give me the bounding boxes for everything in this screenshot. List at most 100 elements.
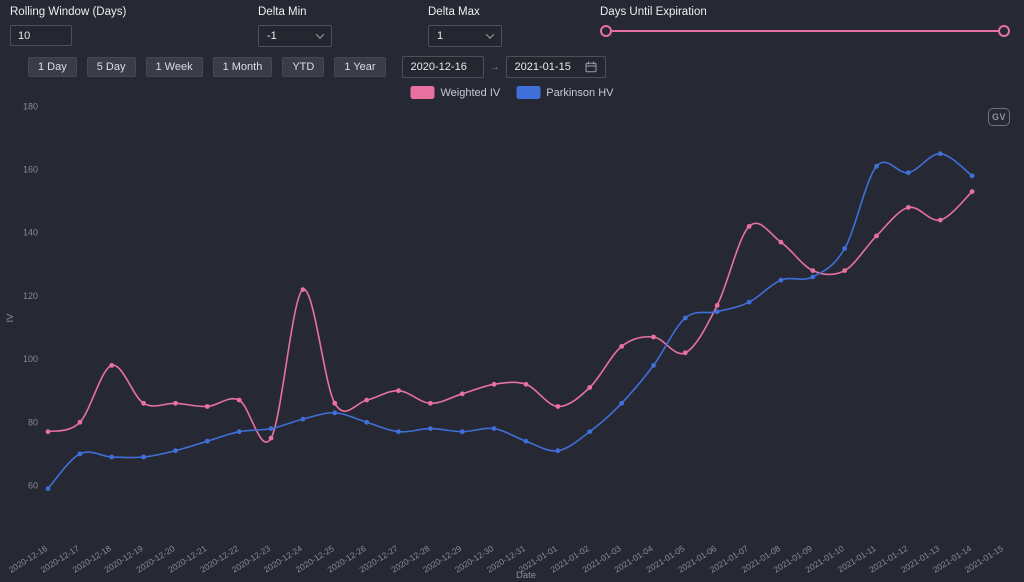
data-point[interactable] bbox=[587, 429, 593, 435]
data-point[interactable] bbox=[619, 344, 624, 349]
legend-label: Parkinson HV bbox=[546, 86, 614, 99]
legend-item-weighted-iv[interactable]: Weighted IV bbox=[410, 86, 501, 99]
data-point[interactable] bbox=[236, 429, 242, 435]
data-point[interactable] bbox=[300, 416, 306, 422]
data-point[interactable] bbox=[969, 173, 975, 179]
rolling-window-label: Rolling Window (Days) bbox=[10, 6, 127, 18]
data-point[interactable] bbox=[77, 451, 83, 457]
data-point[interactable] bbox=[651, 363, 656, 368]
data-point[interactable] bbox=[141, 454, 147, 460]
delta-min-value: -1 bbox=[267, 30, 277, 42]
data-point[interactable] bbox=[428, 426, 433, 431]
start-date-input[interactable] bbox=[410, 61, 475, 73]
data-point[interactable] bbox=[682, 350, 688, 356]
data-point[interactable] bbox=[396, 388, 401, 394]
end-date-box[interactable] bbox=[505, 56, 606, 78]
delta-min-label: Delta Min bbox=[258, 6, 307, 18]
data-point[interactable] bbox=[364, 419, 370, 425]
data-point[interactable] bbox=[682, 315, 688, 321]
legend-item-parkinson-hv[interactable]: Parkinson HV bbox=[516, 86, 614, 99]
data-point[interactable] bbox=[459, 391, 465, 397]
data-point[interactable] bbox=[236, 397, 242, 403]
delta-min-select[interactable]: -1 bbox=[258, 25, 332, 47]
range-button-1-day[interactable]: 1 Day bbox=[28, 57, 77, 77]
days-until-expiration-slider[interactable] bbox=[600, 25, 1010, 37]
data-point[interactable] bbox=[268, 426, 274, 431]
data-point[interactable] bbox=[491, 426, 497, 431]
calendar-icon[interactable] bbox=[585, 61, 597, 73]
data-point[interactable] bbox=[396, 429, 401, 435]
range-button-1-year[interactable]: 1 Year bbox=[334, 57, 386, 77]
data-point[interactable] bbox=[810, 274, 816, 280]
gv-logo-icon: GV bbox=[988, 108, 1010, 126]
slider-handle-max[interactable] bbox=[998, 25, 1010, 37]
data-point[interactable] bbox=[77, 419, 83, 425]
start-date-box[interactable] bbox=[401, 56, 484, 78]
data-point[interactable] bbox=[268, 435, 274, 441]
range-button-5-day[interactable]: 5 Day bbox=[86, 57, 136, 77]
data-point[interactable] bbox=[45, 429, 51, 435]
rolling-window-control: Rolling Window (Days) bbox=[10, 6, 126, 46]
data-point[interactable] bbox=[109, 454, 115, 460]
data-point[interactable] bbox=[141, 400, 147, 406]
delta-max-value: 1 bbox=[437, 30, 444, 42]
data-point[interactable] bbox=[173, 448, 178, 454]
data-point[interactable] bbox=[937, 217, 943, 223]
series-weighted-iv[interactable] bbox=[45, 189, 975, 443]
data-point[interactable] bbox=[332, 410, 338, 416]
y-tick-label: 100 bbox=[23, 354, 38, 364]
data-point[interactable] bbox=[459, 429, 465, 435]
data-point[interactable] bbox=[651, 334, 656, 340]
data-point[interactable] bbox=[714, 303, 720, 308]
data-point[interactable] bbox=[746, 299, 752, 305]
rolling-window-input[interactable] bbox=[10, 25, 72, 46]
data-point[interactable] bbox=[874, 163, 879, 169]
data-point[interactable] bbox=[969, 189, 975, 194]
slider-track bbox=[605, 30, 1005, 32]
series-line bbox=[47, 152, 973, 490]
data-point[interactable] bbox=[619, 400, 624, 406]
x-axis-label: Date bbox=[516, 570, 536, 581]
data-point[interactable] bbox=[523, 381, 529, 387]
data-point[interactable] bbox=[842, 268, 848, 273]
data-point[interactable] bbox=[778, 239, 784, 245]
data-point[interactable] bbox=[906, 205, 911, 210]
range-button-1-month[interactable]: 1 Month bbox=[212, 57, 273, 77]
data-point[interactable] bbox=[109, 363, 115, 368]
data-point[interactable] bbox=[300, 287, 306, 292]
date-range-arrow-icon: → bbox=[489, 61, 500, 73]
data-point[interactable] bbox=[45, 486, 51, 491]
data-point[interactable] bbox=[937, 151, 943, 157]
range-button-1-week[interactable]: 1 Week bbox=[145, 57, 203, 77]
data-point[interactable] bbox=[364, 397, 370, 403]
data-point[interactable] bbox=[587, 385, 593, 390]
data-point[interactable] bbox=[523, 438, 529, 444]
data-point[interactable] bbox=[746, 224, 752, 229]
iv-line-chart[interactable]: 6080100120140160180IV2020-12-162020-12-1… bbox=[0, 84, 1024, 582]
y-tick-label: 180 bbox=[23, 101, 38, 111]
chevron-down-icon bbox=[485, 30, 495, 39]
data-point[interactable] bbox=[204, 404, 210, 409]
data-point[interactable] bbox=[778, 277, 784, 283]
data-point[interactable] bbox=[332, 400, 338, 406]
data-point[interactable] bbox=[874, 233, 879, 239]
data-point[interactable] bbox=[906, 170, 911, 176]
range-button-ytd[interactable]: YTD bbox=[282, 57, 325, 77]
data-point[interactable] bbox=[204, 438, 210, 444]
delta-max-select[interactable]: 1 bbox=[428, 25, 502, 47]
delta-max-label: Delta Max bbox=[428, 6, 480, 18]
legend-label: Weighted IV bbox=[440, 86, 501, 99]
data-point[interactable] bbox=[173, 400, 178, 406]
data-point[interactable] bbox=[555, 404, 561, 409]
data-point[interactable] bbox=[810, 268, 816, 273]
series-parkinson-hv[interactable] bbox=[45, 151, 975, 491]
data-point[interactable] bbox=[491, 381, 497, 387]
data-point[interactable] bbox=[842, 246, 848, 251]
data-point[interactable] bbox=[714, 309, 720, 315]
y-tick-label: 140 bbox=[23, 228, 38, 238]
weighted-iv-swatch-icon bbox=[410, 86, 435, 99]
slider-handle-min[interactable] bbox=[600, 25, 612, 37]
data-point[interactable] bbox=[428, 400, 433, 406]
end-date-input[interactable] bbox=[514, 61, 579, 73]
data-point[interactable] bbox=[555, 448, 561, 454]
